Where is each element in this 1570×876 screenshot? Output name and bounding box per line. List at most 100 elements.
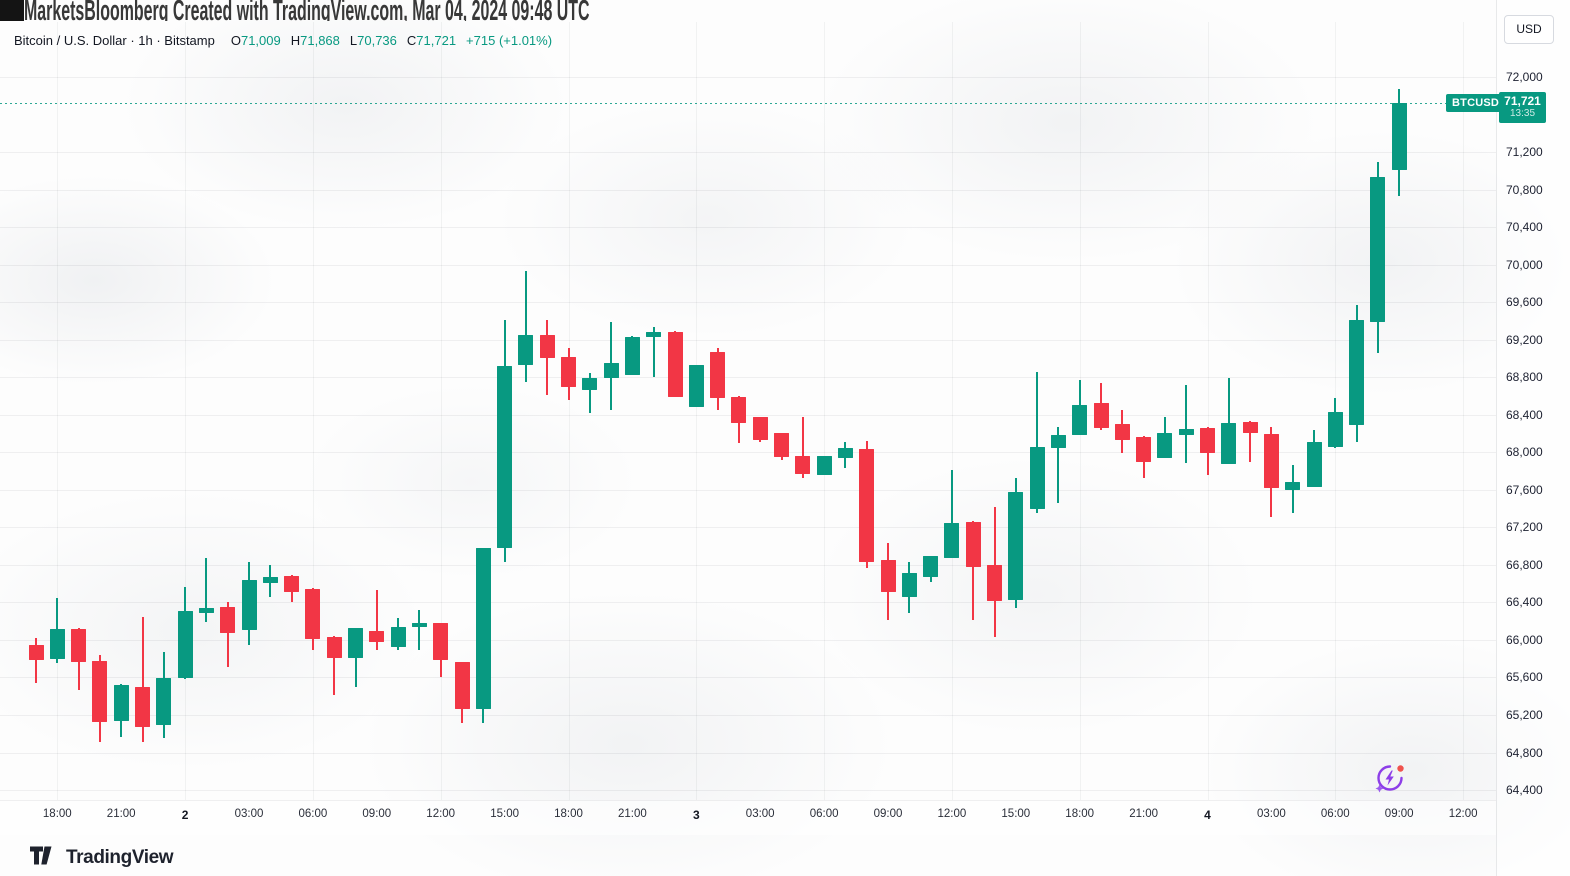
tradingview-logo-text: TradingView (66, 847, 174, 868)
candle-body (348, 628, 363, 658)
bar-countdown: 13:35 (1509, 108, 1536, 120)
currency-toggle-usd-button[interactable]: USD (1504, 15, 1554, 44)
gridline-horizontal (0, 189, 1496, 191)
candle-body (667, 332, 683, 397)
candle-wick (1057, 426, 1060, 503)
candle-body (901, 572, 917, 597)
gridline-horizontal (0, 602, 1496, 604)
time-axis[interactable]: 18:00 21:00 2 03:00 06:00 09:00 12:00 15:00 18:0… (0, 800, 1496, 835)
gridline-vertical (185, 22, 187, 800)
price-tick-label: 68,800 (1506, 370, 1543, 385)
time-tick-label: 09:00 (873, 808, 903, 820)
date-tick-label: 3 (692, 808, 700, 822)
candle-wick (141, 617, 144, 743)
gridline-horizontal (0, 677, 1496, 679)
time-tick-label: 03:00 (745, 808, 775, 820)
watermark-text: MarketsBloomberg Created with TradingVie… (24, 0, 590, 21)
candle-body (880, 560, 896, 593)
candle-body (518, 335, 534, 365)
candle-wick (226, 602, 229, 668)
gridline-vertical (568, 22, 570, 800)
candle-body (624, 336, 640, 375)
time-tick-label: 18:00 (42, 808, 72, 820)
candle-body (1306, 441, 1322, 487)
time-tick-label: 03:00 (234, 808, 264, 820)
gridline-horizontal (0, 264, 1496, 266)
candle-body (1136, 436, 1152, 463)
candle-body (561, 357, 576, 387)
candle-body (1242, 421, 1258, 434)
candle-body (1221, 423, 1237, 464)
gridline-horizontal (0, 639, 1496, 641)
candle-body (1050, 434, 1066, 448)
spark-lightning-icon[interactable] (1372, 760, 1408, 796)
candle-body (923, 555, 939, 577)
tradingview-logo-icon (30, 846, 57, 870)
candle-body (92, 660, 108, 722)
gridline-vertical (440, 22, 442, 800)
price-tick-label: 68,000 (1506, 445, 1543, 460)
candle-body (369, 631, 385, 642)
candle-wick (35, 638, 37, 683)
candle-wick (205, 558, 208, 623)
gridline-horizontal (0, 152, 1496, 154)
close-label: C (406, 33, 417, 48)
candle-wick (972, 521, 975, 620)
change-value: +715 (+1.01%) (466, 33, 553, 48)
time-tick-label: 12:00 (426, 808, 456, 820)
ohlc-close: C71,721 (407, 33, 456, 48)
price-tick-label: 69,200 (1506, 332, 1543, 347)
candle-body (859, 449, 875, 562)
price-tick-label: 65,200 (1506, 707, 1543, 722)
high-value: 71,868 (300, 33, 340, 48)
time-tick-label: 09:00 (1384, 808, 1414, 820)
candle-body (390, 626, 406, 647)
candle-wick (524, 271, 527, 382)
candle-body (603, 363, 619, 379)
candle-body (284, 576, 300, 592)
candle-body (241, 579, 257, 631)
price-axis[interactable]: USD 72,000 71,200 70,800 70,400 70,000 69,600… (1496, 0, 1570, 876)
candle-body (795, 456, 811, 474)
price-tick-label: 69,600 (1506, 295, 1543, 310)
low-value: 70,736 (357, 33, 397, 48)
candle-body (71, 628, 87, 663)
last-price-value: 71,721 (1504, 94, 1541, 109)
candle-body (1200, 427, 1215, 454)
symbol-title[interactable]: Bitcoin / U.S. Dollar · 1h · Bitstamp (14, 33, 215, 48)
gridline-horizontal (0, 714, 1496, 716)
open-label: O (230, 33, 241, 48)
candle-body (774, 433, 789, 457)
time-tick-label: 21:00 (106, 808, 136, 820)
gridline-horizontal (0, 790, 1496, 791)
candle-body (944, 523, 960, 558)
ohlc-low: L70,736 (350, 33, 397, 48)
current-price-line (0, 103, 1496, 105)
time-tick-label: 15:00 (490, 808, 519, 820)
candle-body (49, 628, 65, 659)
price-tick-label: 67,200 (1506, 520, 1543, 535)
candle-body (1029, 447, 1045, 509)
candle-body (710, 351, 726, 398)
close-value: 71,721 (416, 33, 457, 48)
candle-body (688, 365, 704, 407)
candle-body (965, 522, 981, 567)
candle-body (497, 366, 513, 548)
candle-body (305, 588, 321, 639)
candle-body (1178, 428, 1194, 435)
gridline-vertical (696, 22, 698, 800)
last-price-symbol-tag: BTCUSD (1446, 94, 1506, 113)
tradingview-logo[interactable]: TradingView (30, 846, 174, 870)
symbol-info-bar: Bitcoin / U.S. Dollar · 1h · Bitstamp O 7… (14, 33, 552, 48)
candle-wick (375, 590, 378, 651)
gridline-horizontal (0, 452, 1496, 454)
candle-body (837, 448, 853, 458)
chart-canvas[interactable] (0, 0, 1496, 800)
price-tick-label: 67,600 (1506, 482, 1543, 497)
candle-body (752, 417, 768, 441)
candle-body (156, 678, 172, 726)
last-price-tag: 71,721 13:35 (1499, 92, 1546, 124)
price-tick-label: 70,800 (1506, 182, 1543, 197)
time-tick-label: 06:00 (298, 808, 328, 820)
